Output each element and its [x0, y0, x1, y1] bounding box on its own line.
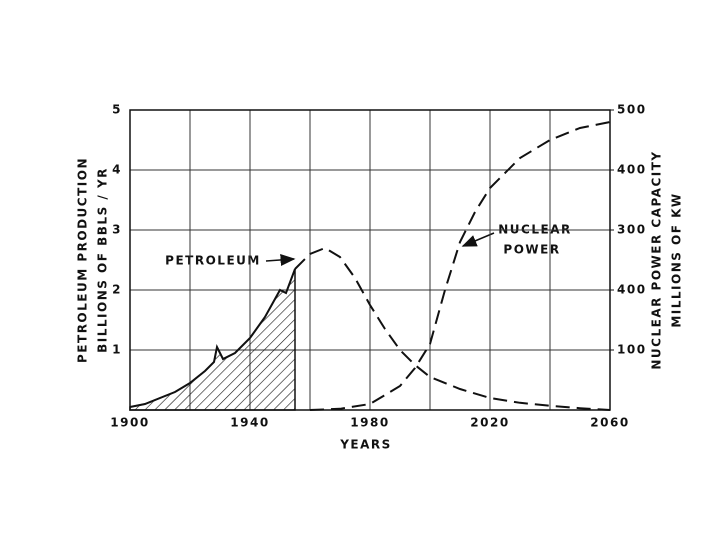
y-tick-label: 2: [112, 283, 122, 297]
x-tick-label: 2060: [590, 416, 629, 430]
line: [309, 121, 611, 411]
y-axis-label: BILLIONS OF BBLS / YR: [96, 167, 110, 353]
y2-axis-label: MILLIONS OF KW: [670, 192, 684, 327]
arrow: [461, 232, 495, 247]
line: [129, 268, 296, 408]
x-tick-label: 1940: [230, 416, 269, 430]
arrow: [265, 253, 296, 266]
x-tick-label: 2020: [470, 416, 509, 430]
x-axis-label: YEARS: [339, 438, 392, 452]
line: [294, 246, 611, 411]
plot-frame: [129, 109, 611, 411]
y-tick-label: 1: [112, 343, 122, 357]
y2-tick-label: 400: [617, 163, 647, 177]
annotation: PETROLEUM: [165, 254, 261, 268]
x-tick-label: 1900: [110, 416, 149, 430]
y-tick-label: 3: [112, 223, 122, 237]
x-tick-label: 1980: [350, 416, 389, 430]
y2-tick-label: 300: [617, 223, 647, 237]
y2-tick-label: 400: [617, 283, 647, 297]
y-axis-label: PETROLEUM PRODUCTION: [76, 157, 90, 363]
y-tick-label: 5: [112, 103, 122, 117]
y-tick-label: 4: [112, 163, 122, 177]
annotation: POWER: [503, 243, 560, 257]
y2-axis-label: NUCLEAR POWER CAPACITY: [650, 150, 664, 369]
y2-tick-label: 100: [617, 343, 647, 357]
y2-tick-label: 500: [617, 103, 647, 117]
